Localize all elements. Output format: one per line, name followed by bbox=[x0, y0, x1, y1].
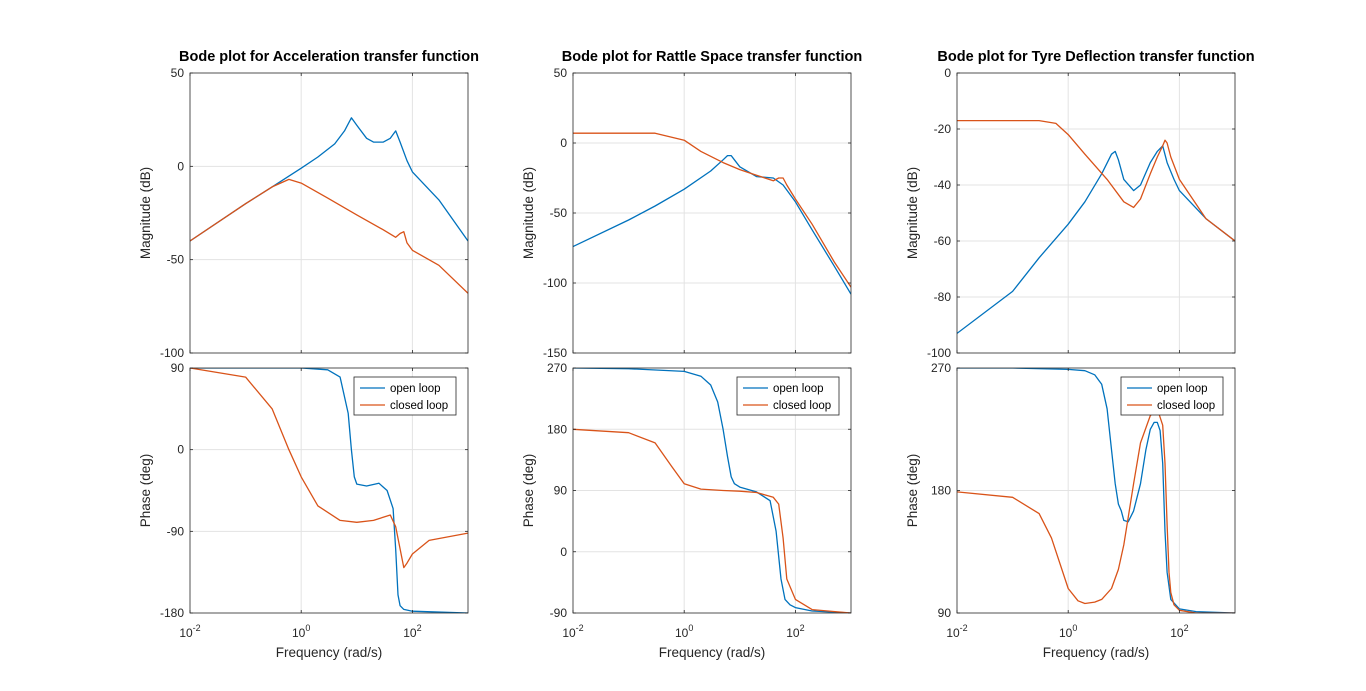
legend-label-open: open loop bbox=[773, 383, 824, 395]
axes-box bbox=[189, 72, 469, 354]
y-tick-label: 270 bbox=[931, 361, 951, 375]
y-tick-label: 50 bbox=[554, 66, 568, 80]
x-tick-label: 100 bbox=[675, 623, 693, 640]
y-tick-label: -150 bbox=[543, 346, 567, 360]
y-axis-label: Phase (deg) bbox=[138, 454, 153, 528]
legend: open loop closed loop bbox=[1120, 376, 1224, 416]
x-tick-label: 102 bbox=[1170, 623, 1188, 640]
y-tick-label: -50 bbox=[550, 206, 568, 220]
magnitude-panel: 50 0 -50 -100 -150 Magnitude (dB) bbox=[521, 66, 852, 360]
y-tick-label: -50 bbox=[167, 253, 185, 267]
y-tick-label: 0 bbox=[944, 66, 951, 80]
axes-box bbox=[189, 367, 469, 614]
x-axis-label: Frequency (rad/s) bbox=[276, 645, 383, 660]
series-open-line bbox=[573, 154, 851, 295]
series-open-line bbox=[190, 117, 468, 242]
series-open-line bbox=[573, 368, 851, 613]
y-tick-label: -80 bbox=[934, 290, 952, 304]
y-tick-label: 50 bbox=[171, 66, 185, 80]
y-axis-label: Phase (deg) bbox=[905, 454, 920, 528]
y-tick-label: -40 bbox=[934, 178, 952, 192]
y-tick-label: -20 bbox=[934, 122, 952, 136]
legend-label-closed: closed loop bbox=[773, 400, 831, 412]
y-tick-label: 0 bbox=[560, 136, 567, 150]
x-tick-label: 100 bbox=[292, 623, 310, 640]
series-closed-line bbox=[190, 368, 468, 569]
legend-label-open: open loop bbox=[1157, 383, 1208, 395]
legend-box bbox=[353, 376, 457, 416]
series-closed-line bbox=[573, 132, 851, 288]
y-tick-label: 270 bbox=[547, 361, 567, 375]
y-tick-label: 180 bbox=[931, 484, 951, 498]
series-closed-line bbox=[957, 408, 1235, 613]
magnitude-panel: 0 -20 -40 -60 -80 -100 Magnitude (dB) bbox=[905, 66, 1236, 360]
chart-title: Bode plot for Acceleration transfer func… bbox=[179, 49, 479, 65]
x-axis-label: Frequency (rad/s) bbox=[1043, 645, 1150, 660]
y-tick-label: 0 bbox=[560, 545, 567, 559]
series-open-line bbox=[190, 368, 468, 613]
y-tick-label: -90 bbox=[550, 606, 568, 620]
plot-area bbox=[190, 73, 468, 353]
y-tick-label: -180 bbox=[160, 606, 184, 620]
series-closed-line bbox=[957, 119, 1235, 242]
y-tick-label: -60 bbox=[934, 234, 952, 248]
series-open-line bbox=[957, 145, 1235, 334]
legend: open loop closed loop bbox=[353, 376, 457, 416]
legend: open loop closed loop bbox=[736, 376, 840, 416]
series-closed-line bbox=[573, 428, 851, 613]
plot-area bbox=[957, 73, 1235, 353]
y-axis-label: Magnitude (dB) bbox=[521, 167, 536, 259]
legend-box bbox=[1120, 376, 1224, 416]
series-open-line bbox=[957, 368, 1235, 613]
y-tick-label: -100 bbox=[543, 276, 567, 290]
chart-2: Bode plot for Rattle Space transfer func… bbox=[521, 49, 862, 660]
y-axis-label: Magnitude (dB) bbox=[905, 167, 920, 259]
magnitude-panel: 50 0 -50 -100 Magnitude (dB) bbox=[138, 66, 469, 360]
legend-label-open: open loop bbox=[390, 383, 441, 395]
y-tick-label: 90 bbox=[171, 361, 185, 375]
axes-box bbox=[956, 72, 1236, 354]
y-tick-label: 90 bbox=[554, 484, 568, 498]
y-tick-label: -100 bbox=[927, 346, 951, 360]
x-tick-label: 102 bbox=[786, 623, 804, 640]
y-tick-label: 0 bbox=[177, 443, 184, 457]
y-tick-label: 0 bbox=[177, 159, 184, 173]
chart-3: Bode plot for Tyre Deflection transfer f… bbox=[905, 49, 1255, 660]
y-axis-label: Phase (deg) bbox=[521, 454, 536, 528]
legend-box bbox=[736, 376, 840, 416]
series-closed-line bbox=[190, 178, 468, 294]
chart-1: Bode plot for Acceleration transfer func… bbox=[138, 49, 479, 660]
y-tick-label: 90 bbox=[938, 606, 952, 620]
legend-label-closed: closed loop bbox=[390, 400, 448, 412]
chart-title: Bode plot for Tyre Deflection transfer f… bbox=[937, 49, 1254, 65]
x-axis-label: Frequency (rad/s) bbox=[659, 645, 766, 660]
x-tick-label: 102 bbox=[403, 623, 421, 640]
phase-panel: 270 180 90 Phase (deg) bbox=[905, 361, 1236, 620]
x-tick-label: 10-2 bbox=[179, 623, 200, 640]
chart-title: Bode plot for Rattle Space transfer func… bbox=[562, 49, 863, 65]
legend-label-closed: closed loop bbox=[1157, 400, 1215, 412]
y-tick-label: -100 bbox=[160, 346, 184, 360]
x-tick-label: 10-2 bbox=[562, 623, 583, 640]
y-axis-label: Magnitude (dB) bbox=[138, 167, 153, 259]
y-tick-label: -90 bbox=[167, 524, 185, 538]
x-tick-label: 100 bbox=[1059, 623, 1077, 640]
y-tick-label: 180 bbox=[547, 422, 567, 436]
x-tick-label: 10-2 bbox=[946, 623, 967, 640]
